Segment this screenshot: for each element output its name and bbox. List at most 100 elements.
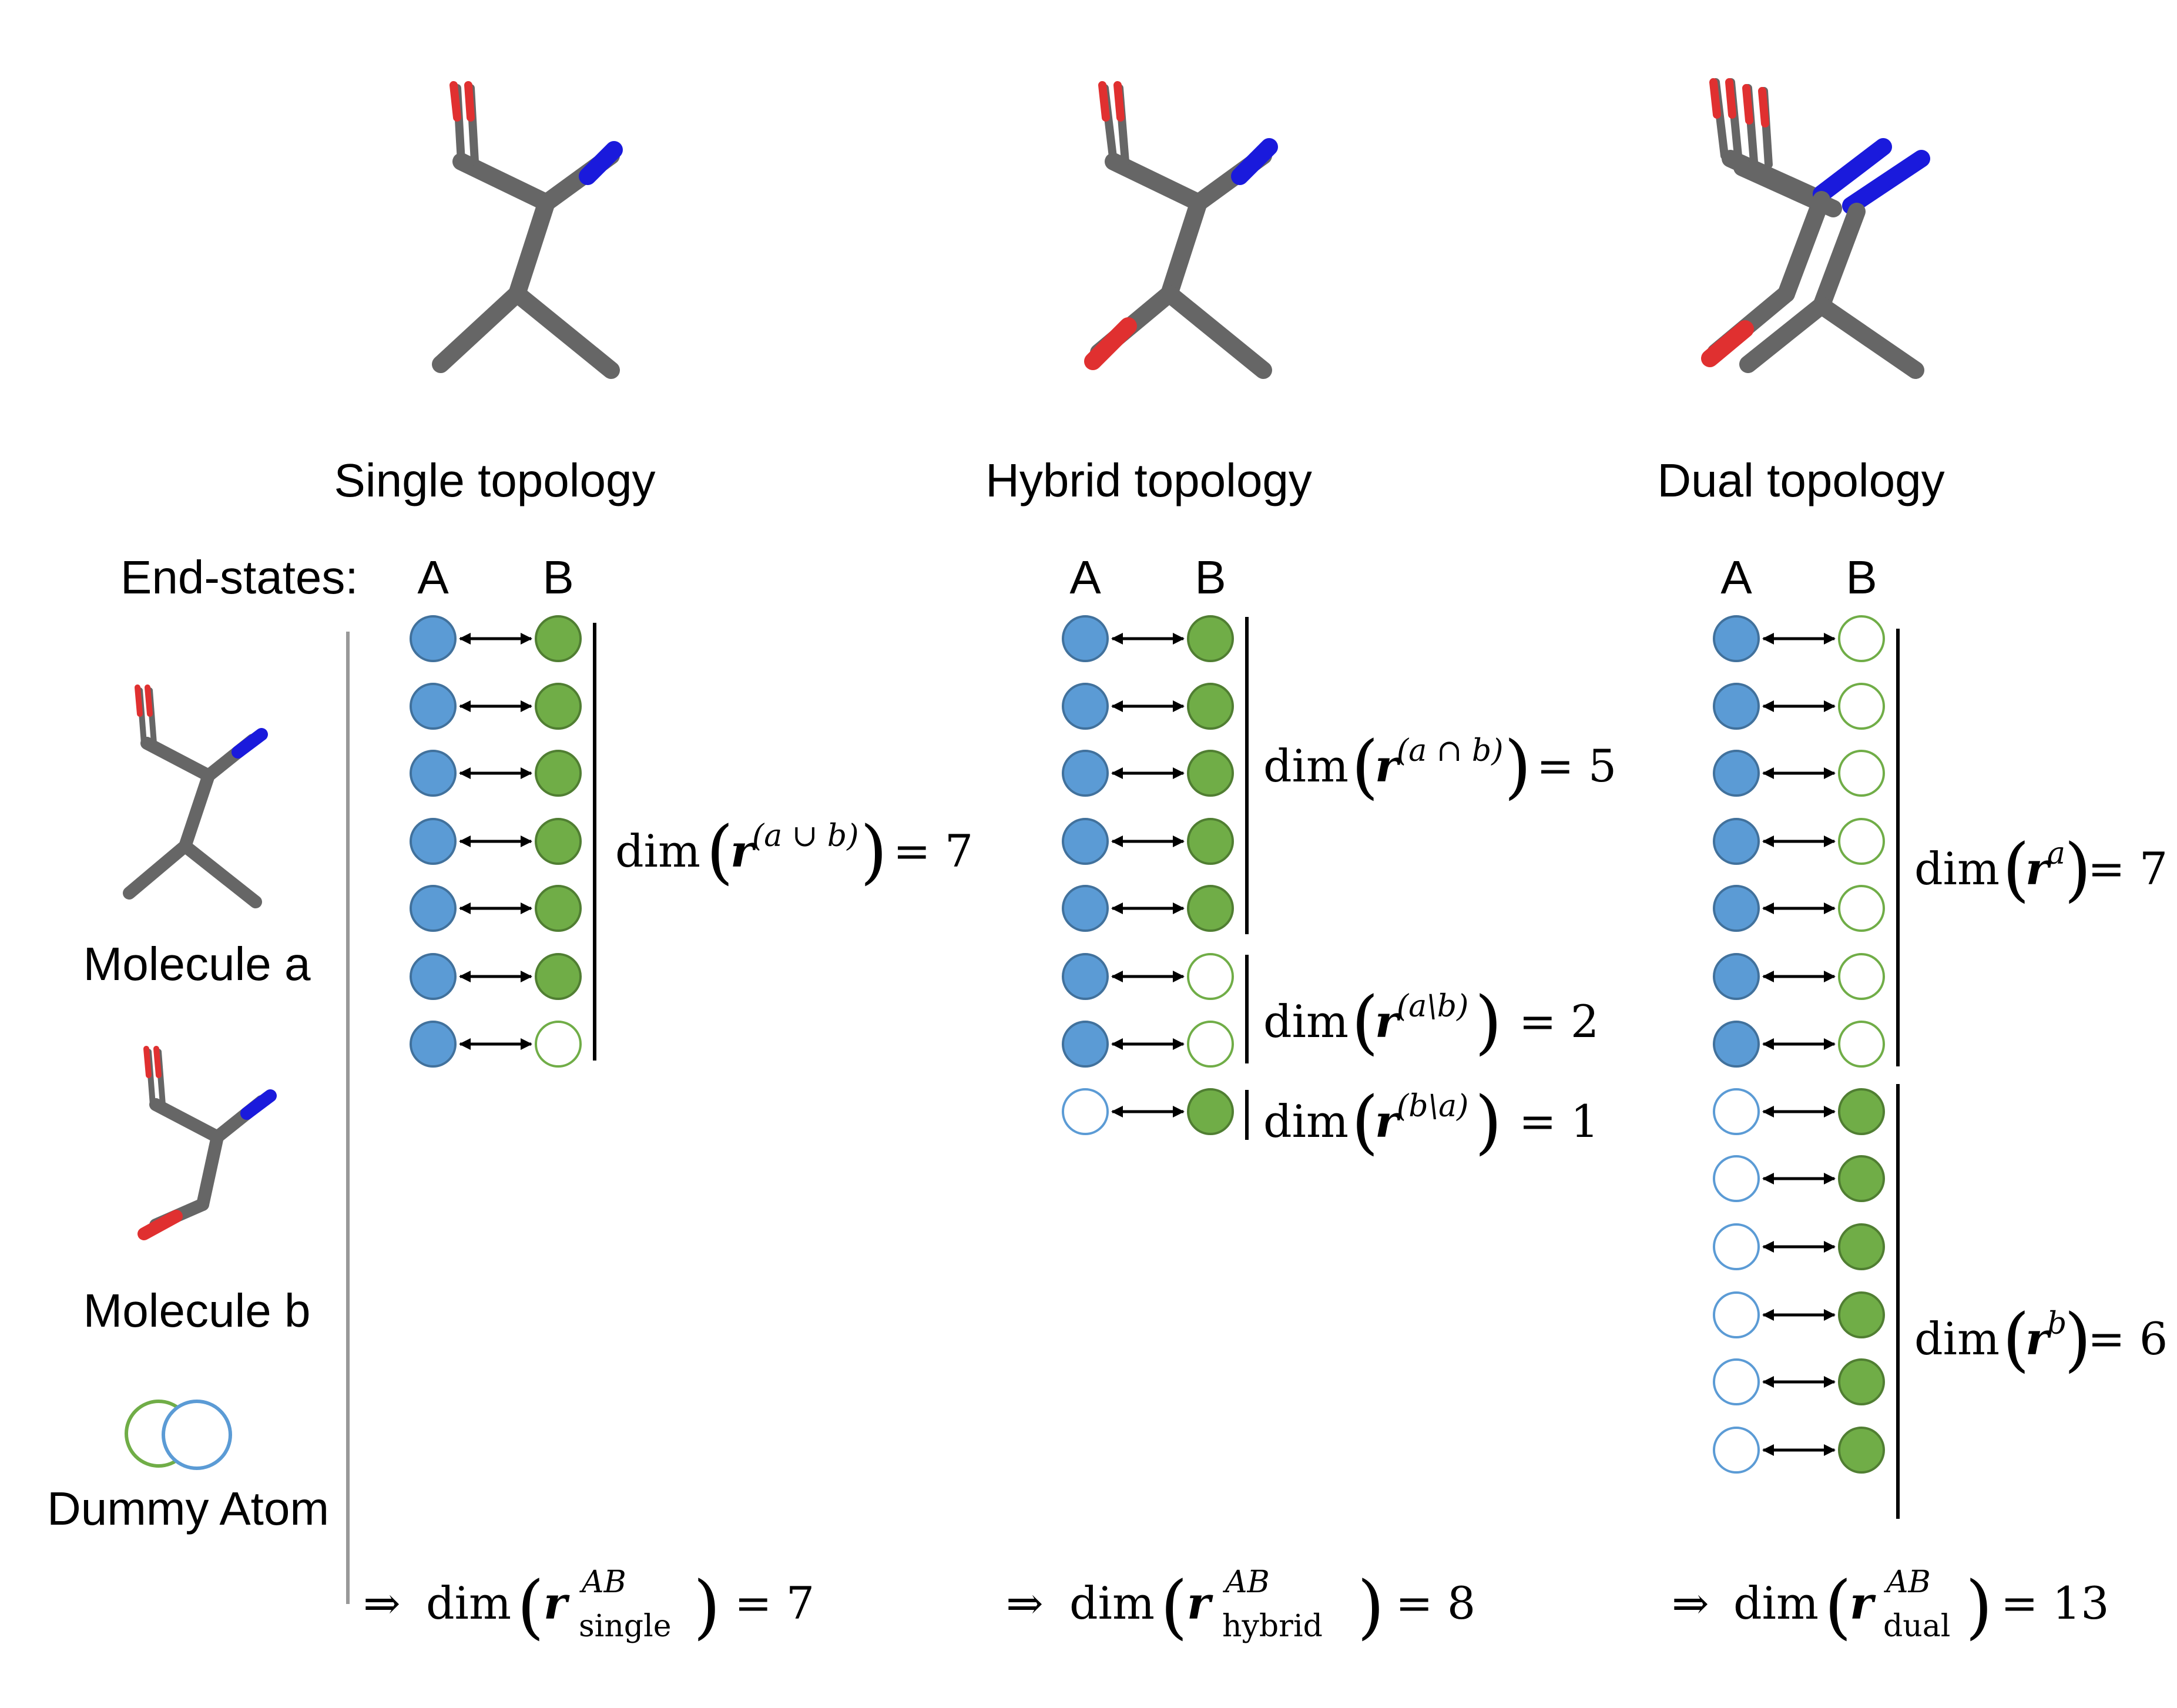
svg-text:(: ( (706, 811, 733, 892)
svg-text:= 8: = 8 (1396, 1577, 1475, 1629)
state-a-atom (410, 750, 457, 797)
svg-text:): ) (693, 1566, 720, 1647)
state-b-dummy-atom (535, 1021, 582, 1068)
state-b-atom (1187, 683, 1234, 730)
svg-text:⇒: ⇒ (1672, 1577, 1709, 1629)
svg-text:(b\a): (b\a) (1397, 1089, 1468, 1124)
state-a-atom (1062, 953, 1109, 1000)
dual-atom-pair-row (1713, 1427, 1885, 1474)
svg-text:dim: dim (1914, 1313, 2000, 1365)
dual-topology-molecule-icon (1701, 78, 1930, 379)
dual-atom-pair-row (1713, 615, 1885, 662)
hybrid-intersection-dimension-label: dim ( r (a ∩ b) ) = 5 (1263, 726, 1616, 807)
hybrid-a-minus-b-dimension-label: dim ( r (a\b) ) = 2 (1263, 981, 1599, 1062)
state-b-atom (1187, 818, 1234, 865)
dual-atom-pair-row (1713, 1021, 1885, 1068)
single-atom-pair-row (410, 885, 582, 932)
state-b-dummy-atom (1838, 953, 1885, 1000)
svg-text:dim: dim (1263, 740, 1349, 792)
state-b-atom (1187, 1088, 1234, 1135)
state-a-dummy-atom (1062, 1088, 1109, 1135)
hybrid-state-a-label: A (1069, 551, 1101, 603)
dual-b-dimension-label: dim ( r b ) = 6 (1914, 1298, 2168, 1380)
single-union-dimension-label: dim ( r (a ∪ b) ) = 7 (615, 811, 973, 892)
svg-text:(a\b): (a\b) (1397, 989, 1468, 1024)
state-b-atom (1838, 1427, 1885, 1474)
hybrid-topology-molecule-icon (1084, 81, 1278, 379)
svg-text:): ) (1965, 1566, 1992, 1647)
dual-summary-equation: ⇒ dim ( r AB dual ) = 13 (1672, 1565, 2109, 1647)
svg-text:): ) (1475, 981, 1502, 1062)
state-a-atom (1062, 750, 1109, 797)
svg-text:AB: AB (1223, 1565, 1270, 1600)
svg-text:dual: dual (1883, 1609, 1950, 1644)
svg-text:dim: dim (1733, 1577, 1819, 1629)
state-b-atom (1187, 885, 1234, 932)
state-b-atom (535, 885, 582, 932)
dual-atom-pair-row (1713, 1291, 1885, 1338)
hybrid-summary-equation: ⇒ dim ( r AB hybrid ) = 8 (1006, 1565, 1475, 1647)
svg-text:= 7: = 7 (893, 825, 973, 877)
svg-text:= 6: = 6 (2088, 1313, 2168, 1365)
state-a-atom (1713, 818, 1760, 865)
svg-text:r: r (2025, 843, 2052, 895)
state-b-atom (1838, 1155, 1885, 1202)
dummy-atom-label: Dummy Atom (47, 1482, 329, 1535)
state-b-atom (1838, 1088, 1885, 1135)
state-b-dummy-atom (1838, 818, 1885, 865)
svg-text:(a ∪ b): (a ∪ b) (752, 818, 859, 854)
hybrid-atom-pair-row (1062, 615, 1234, 662)
state-a-atom (1062, 683, 1109, 730)
svg-text:): ) (2064, 828, 2091, 910)
dual-topology-title: Dual topology (1657, 454, 1944, 506)
svg-text:): ) (860, 811, 887, 892)
state-a-dummy-atom (1713, 1223, 1760, 1270)
state-a-atom (1713, 615, 1760, 662)
svg-text:⇒: ⇒ (1006, 1577, 1044, 1629)
hybrid-atom-pair-row (1062, 683, 1234, 730)
state-a-dummy-atom (1713, 1427, 1760, 1474)
svg-text:(: ( (2002, 1298, 2030, 1380)
dummy-atom-icon (125, 1400, 232, 1470)
dual-atom-pair-row (1713, 1358, 1885, 1405)
single-atom-pair-row (410, 750, 582, 797)
state-b-atom (1187, 750, 1234, 797)
svg-text:): ) (2064, 1298, 2091, 1380)
svg-text:): ) (1357, 1566, 1384, 1647)
svg-text:(: ( (517, 1566, 544, 1647)
svg-text:(a ∩ b): (a ∩ b) (1397, 733, 1504, 769)
svg-text:= 7: = 7 (734, 1577, 814, 1629)
svg-text:dim: dim (1263, 1095, 1349, 1147)
dual-a-dimension-label: dim ( r a ) = 7 (1914, 828, 2168, 910)
state-b-atom (535, 615, 582, 662)
state-b-atom (535, 683, 582, 730)
state-a-atom (1713, 683, 1760, 730)
single-atom-pair-row (410, 818, 582, 865)
svg-text:dim: dim (615, 825, 700, 877)
single-state-a-label: A (417, 551, 449, 603)
state-a-atom (1713, 953, 1760, 1000)
state-b-atom (535, 953, 582, 1000)
svg-text:r: r (1850, 1577, 1876, 1629)
state-a-atom (1062, 885, 1109, 932)
end-states-label: End-states: (120, 551, 358, 603)
dual-state-a-label: A (1720, 551, 1752, 603)
svg-text:= 13: = 13 (2001, 1577, 2109, 1629)
svg-text:AB: AB (579, 1565, 626, 1600)
svg-text:r: r (1375, 740, 1401, 792)
dual-atom-pair-row (1713, 818, 1885, 865)
svg-text:r: r (1375, 1095, 1401, 1147)
svg-text:= 1: = 1 (1519, 1095, 1599, 1147)
state-a-atom (410, 683, 457, 730)
state-b-atom (535, 818, 582, 865)
svg-text:r: r (544, 1577, 570, 1629)
state-b-atom (1838, 1358, 1885, 1405)
state-a-dummy-atom (1713, 1358, 1760, 1405)
dual-atom-pair-row (1713, 885, 1885, 932)
svg-text:(: ( (1351, 726, 1378, 807)
svg-text:= 5: = 5 (1537, 740, 1616, 792)
state-a-dummy-atom (1713, 1155, 1760, 1202)
dual-atom-pair-row (1713, 683, 1885, 730)
hybrid-state-b-label: B (1195, 551, 1226, 603)
molecule-a-label: Molecule a (83, 938, 311, 990)
